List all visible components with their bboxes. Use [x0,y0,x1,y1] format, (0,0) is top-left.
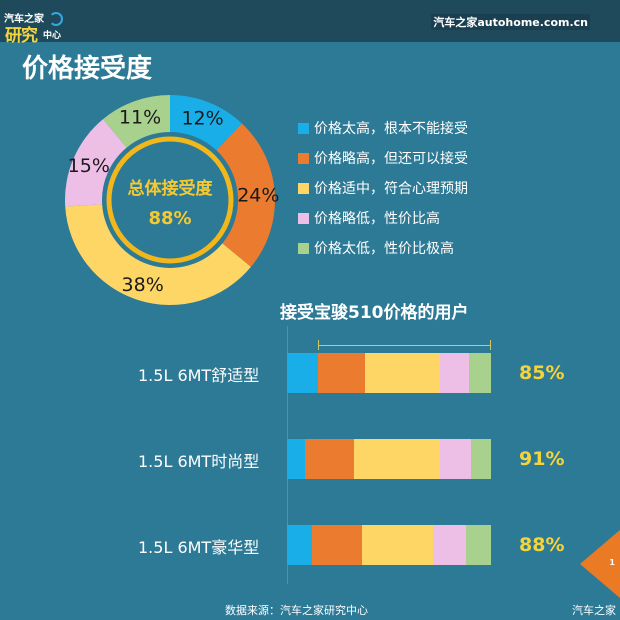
bar-segment [361,525,433,565]
legend-swatch [298,212,309,224]
bar-segment [305,439,355,479]
bar-segment [354,439,440,479]
page-number: 1 [609,558,615,567]
legend: 价格太高，根本不能接受 价格略高，但还可以接受 价格适中，符合心理预期 价格略低，性价… [298,113,468,263]
bar-segment [432,525,466,565]
bar-segment [468,353,491,393]
stacked-bar [287,439,491,479]
donut-slice [170,95,242,151]
center-value: 88% [148,208,191,229]
bar-segment [317,353,365,393]
bar-segment [364,353,440,393]
legend-item: 价格略高，但还可以接受 [298,143,468,173]
legend-label: 价格太高，根本不能接受 [314,121,468,137]
center-ring [106,136,234,264]
research-center-logo: 汽车之家 研究 中心 [3,6,65,46]
bar-segment [287,525,312,565]
legend-item: 价格太低，性价比极高 [298,233,468,263]
bar-category-label: 1.5L 6MT豪华型 [138,538,260,557]
page-tab[interactable] [580,530,620,598]
acceptance-percent: 85% [519,362,565,384]
data-source: 数据来源：汽车之家研究中心 [225,604,368,617]
acceptance-percent: 88% [519,534,565,556]
legend-item: 价格略低，性价比高 [298,203,468,233]
slice-label: 11% [119,107,161,129]
donut-slice [65,204,251,305]
donut-slice [216,123,275,267]
legend-label: 价格适中，符合心理预期 [314,181,468,197]
bar-segment [439,353,469,393]
center-label: 总体接受度 [128,178,214,199]
legend-label: 价格略低，性价比高 [314,211,440,227]
legend-item: 价格太高，根本不能接受 [298,113,468,143]
acceptance-percent: 91% [519,448,565,470]
bar-segment [470,439,491,479]
top-bar: 汽车之家 研究 中心 汽车之家autohome.com.cn [0,0,620,46]
bar-category-label: 1.5L 6MT舒适型 [138,366,260,385]
legend-swatch [298,122,309,134]
slice-label: 38% [122,274,164,296]
bar-segment [439,439,471,479]
logo-line3: 中心 [43,31,62,41]
legend-item: 价格适中，符合心理预期 [298,173,468,203]
legend-swatch [298,242,309,254]
donut-slice [65,119,127,207]
swirl-icon [49,12,63,26]
bar-segment [287,353,318,393]
bar-segment [465,525,491,565]
footer-brand: 汽车之家 [572,604,616,617]
legend-swatch [298,152,309,164]
legend-swatch [298,182,309,194]
bar-segment [287,439,306,479]
stacked-bar [287,525,491,565]
bar-segment [311,525,362,565]
bars-title: 接受宝骏510价格的用户 [280,303,469,323]
slice-label: 12% [181,108,223,130]
slice-label: 15% [68,155,110,177]
legend-label: 价格太低，性价比极高 [314,241,454,257]
site-brand: 汽车之家autohome.com.cn [431,14,590,30]
stacked-bar [287,353,491,393]
logo-line2: 研究 [5,26,38,46]
page-title: 价格接受度 [22,54,153,84]
acceptance-bracket [318,340,491,350]
bar-category-label: 1.5L 6MT时尚型 [138,452,260,471]
donut-chart: 12% 24% 38% 15% 11% 总体接受度 88% [60,90,280,310]
logo-line1: 汽车之家 [4,14,44,25]
legend-label: 价格略高，但还可以接受 [314,151,468,167]
donut-slice [103,95,170,148]
slice-label: 24% [237,184,279,206]
